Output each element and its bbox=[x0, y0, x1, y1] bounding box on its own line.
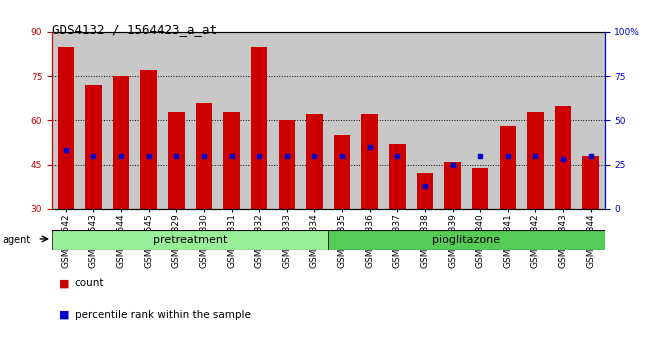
Bar bbox=[499, 126, 516, 209]
Bar bbox=[251, 47, 268, 209]
Bar bbox=[278, 120, 295, 209]
Bar bbox=[334, 135, 350, 209]
Text: ■: ■ bbox=[58, 278, 69, 288]
Text: pioglitazone: pioglitazone bbox=[432, 235, 500, 245]
Bar bbox=[445, 162, 461, 209]
Bar bbox=[113, 76, 129, 209]
Bar bbox=[389, 144, 406, 209]
Bar bbox=[306, 114, 322, 209]
Bar bbox=[361, 114, 378, 209]
Bar bbox=[527, 112, 543, 209]
Bar bbox=[196, 103, 212, 209]
Bar bbox=[472, 167, 489, 209]
Text: percentile rank within the sample: percentile rank within the sample bbox=[75, 310, 251, 320]
Bar bbox=[328, 230, 604, 250]
Text: agent: agent bbox=[2, 235, 30, 245]
Bar bbox=[417, 173, 433, 209]
Bar bbox=[57, 47, 74, 209]
Bar bbox=[554, 105, 571, 209]
Bar bbox=[224, 112, 240, 209]
Bar bbox=[168, 112, 185, 209]
Bar bbox=[52, 230, 328, 250]
Text: count: count bbox=[75, 278, 104, 288]
Bar bbox=[140, 70, 157, 209]
Bar bbox=[85, 85, 101, 209]
Text: pretreatment: pretreatment bbox=[153, 235, 228, 245]
Text: ■: ■ bbox=[58, 310, 69, 320]
Bar bbox=[582, 156, 599, 209]
Text: GDS4132 / 1564423_a_at: GDS4132 / 1564423_a_at bbox=[52, 23, 217, 36]
